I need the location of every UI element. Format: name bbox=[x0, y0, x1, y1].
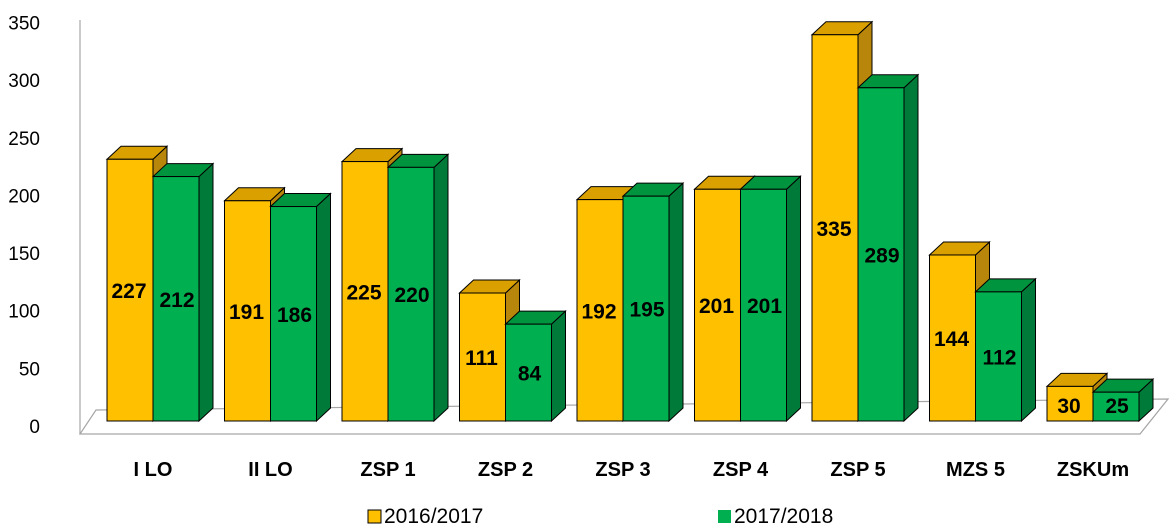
y-tick-label: 100 bbox=[8, 302, 40, 323]
data-label: 225 bbox=[346, 281, 381, 304]
data-label: 212 bbox=[159, 289, 194, 312]
bar-front bbox=[576, 199, 624, 422]
data-label: 186 bbox=[277, 304, 312, 327]
x-tick-label: ZSP 5 bbox=[830, 459, 885, 481]
x-tick-label: II LO bbox=[248, 459, 292, 481]
legend-item: 2016/2017 bbox=[367, 505, 483, 528]
bar: 84 bbox=[504, 310, 567, 423]
bar-front bbox=[857, 87, 905, 422]
data-label: 25 bbox=[1105, 395, 1129, 418]
y-tick-label: 200 bbox=[8, 186, 40, 207]
bar: 220 bbox=[386, 153, 450, 423]
bar-side bbox=[1021, 277, 1036, 423]
legend: 2016/2017 2017/2018 bbox=[367, 505, 833, 528]
x-tick-label: ZSKUm bbox=[1057, 459, 1129, 481]
x-tick-label: MZS 5 bbox=[946, 459, 1005, 481]
bar-front bbox=[505, 323, 552, 422]
bar-front bbox=[1046, 385, 1094, 422]
data-label: 227 bbox=[111, 280, 146, 303]
bar: 212 bbox=[151, 162, 215, 423]
data-label: 289 bbox=[864, 244, 899, 267]
bar-side bbox=[316, 192, 331, 423]
y-axis: 0 50 100 150 200 250 300 350 bbox=[8, 13, 40, 438]
x-axis: I LO II LO ZSP 1 ZSP 2 ZSP 3 ZSP 4 ZSP 5 MZS 5 Z… bbox=[134, 459, 1130, 481]
data-label: 192 bbox=[581, 300, 616, 323]
bars: 227 212 191 186 225 220 111 84 192 195 201 201 335 28… bbox=[105, 20, 1155, 423]
bar-front bbox=[270, 206, 317, 422]
bar: 25 bbox=[1091, 378, 1155, 423]
data-label: 84 bbox=[518, 363, 542, 386]
data-label: 112 bbox=[983, 346, 1017, 369]
x-tick-label: ZSP 3 bbox=[595, 459, 650, 481]
bar-front bbox=[152, 176, 200, 422]
bar-front bbox=[622, 195, 670, 422]
data-label: 201 bbox=[699, 295, 734, 318]
data-label: 30 bbox=[1057, 395, 1080, 418]
legend-swatch bbox=[718, 510, 731, 523]
bar-side bbox=[668, 182, 684, 423]
x-tick-label: I LO bbox=[134, 459, 173, 481]
data-label: 335 bbox=[816, 218, 851, 241]
y-tick-label: 300 bbox=[8, 71, 40, 92]
legend-label: 2016/2017 bbox=[384, 505, 483, 528]
x-tick-label: ZSP 1 bbox=[360, 459, 415, 481]
bar-front bbox=[224, 200, 271, 422]
data-label: 111 bbox=[465, 347, 498, 370]
legend-item: 2017/2018 bbox=[718, 505, 833, 528]
data-label: 191 bbox=[229, 301, 264, 324]
data-label: 144 bbox=[934, 328, 969, 351]
bar-side bbox=[903, 73, 919, 423]
bar: 112 bbox=[974, 277, 1037, 423]
bar-front bbox=[975, 291, 1022, 422]
bar: 186 bbox=[269, 192, 332, 423]
y-tick-label: 50 bbox=[19, 359, 40, 380]
legend-swatch bbox=[367, 509, 382, 524]
bar-side bbox=[198, 162, 214, 423]
bar-side bbox=[551, 310, 566, 423]
bar-side bbox=[433, 153, 449, 423]
bar-front bbox=[459, 292, 506, 422]
bar: 201 bbox=[739, 175, 802, 423]
bar-front bbox=[341, 161, 389, 422]
x-tick-label: ZSP 2 bbox=[478, 459, 533, 481]
legend-label: 2017/2018 bbox=[734, 505, 833, 528]
bar-front bbox=[387, 166, 435, 422]
data-label: 220 bbox=[394, 284, 429, 307]
y-tick-label: 350 bbox=[8, 13, 40, 34]
y-tick-label: 150 bbox=[8, 244, 40, 265]
bar: 289 bbox=[856, 73, 920, 423]
x-tick-label: ZSP 4 bbox=[713, 459, 769, 481]
bar-front bbox=[694, 188, 741, 422]
data-label: 201 bbox=[747, 295, 782, 318]
y-tick-label: 250 bbox=[8, 129, 40, 150]
data-label: 195 bbox=[629, 299, 664, 322]
y-tick-label: 0 bbox=[29, 417, 40, 438]
bar: 195 bbox=[621, 182, 685, 423]
bar-side bbox=[786, 175, 801, 423]
bar-front bbox=[740, 188, 787, 422]
bar-front bbox=[1092, 391, 1140, 422]
